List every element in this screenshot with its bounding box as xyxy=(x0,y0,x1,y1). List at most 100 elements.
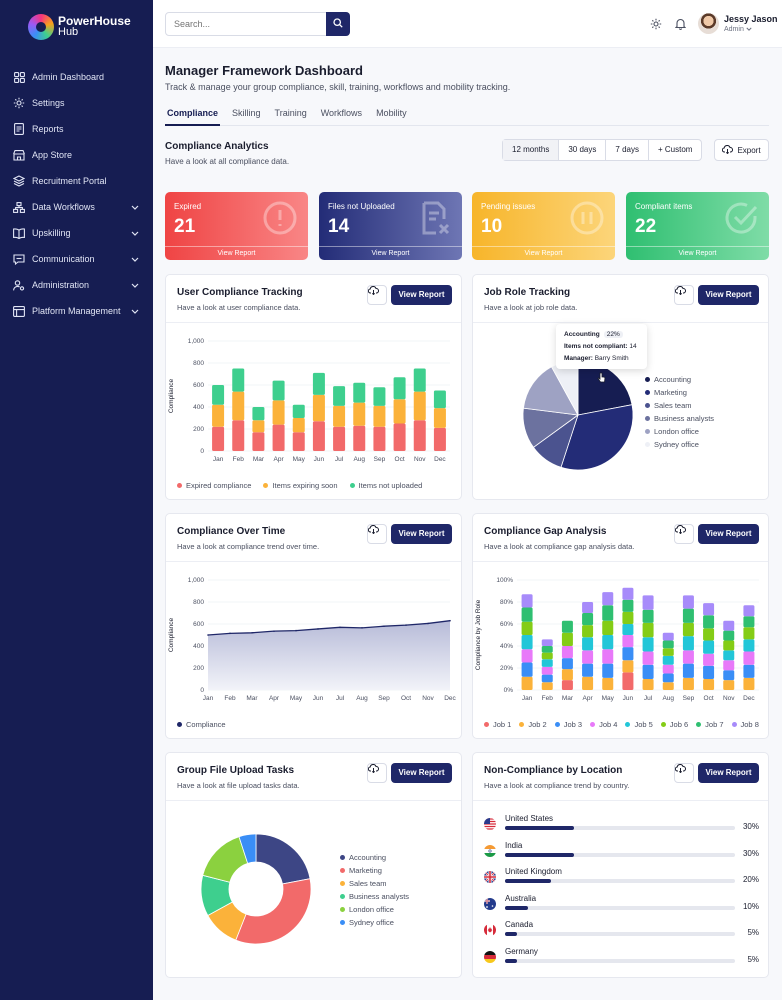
legend-item[interactable]: Sydney office xyxy=(645,438,714,451)
legend-item[interactable]: Marketing xyxy=(340,864,409,877)
range-12-months[interactable]: 12 months xyxy=(503,140,560,160)
download-button[interactable] xyxy=(674,524,694,544)
chevron-down-icon[interactable] xyxy=(131,202,139,212)
legend-item[interactable]: Job 7 xyxy=(696,720,724,729)
x-tick-label: May xyxy=(290,695,303,702)
view-report-link[interactable]: View Report xyxy=(626,246,769,260)
search-button[interactable] xyxy=(326,12,350,36)
grid-icon xyxy=(13,71,25,83)
download-button[interactable] xyxy=(674,763,694,783)
avatar[interactable] xyxy=(698,13,719,34)
legend-item[interactable]: Business analysts xyxy=(645,412,714,425)
card-subtitle: Have a look at file upload tasks data. xyxy=(177,781,300,790)
range-custom[interactable]: + Custom xyxy=(657,145,693,154)
x-tick-label: Feb xyxy=(542,695,554,702)
legend-item[interactable]: London office xyxy=(645,425,714,438)
stat-card-compliant-items: Compliant items 22 View Report xyxy=(626,192,769,260)
data-point xyxy=(405,624,407,626)
view-report-button[interactable]: View Report xyxy=(391,285,452,305)
bell-icon[interactable] xyxy=(673,17,687,31)
search-input[interactable] xyxy=(166,13,316,35)
download-button[interactable] xyxy=(367,285,387,305)
location-row-germany: Germany 5% xyxy=(484,947,759,973)
user-name[interactable]: Jessy Jason xyxy=(724,14,778,24)
legend-swatch xyxy=(519,722,525,727)
legend-swatch xyxy=(340,894,345,899)
chevron-down-icon[interactable] xyxy=(131,254,139,264)
sidebar-item-app-store[interactable]: App Store xyxy=(0,142,153,168)
legend-item[interactable]: Sales team xyxy=(340,877,409,890)
search-icon xyxy=(333,18,343,30)
data-point xyxy=(339,626,341,629)
bar-segment xyxy=(682,595,694,609)
tab-workflows[interactable]: Workflows xyxy=(320,108,363,118)
tab-mobility[interactable]: Mobility xyxy=(376,108,407,118)
legend-item[interactable]: Job 6 xyxy=(660,720,688,729)
topbar: Jessy Jason Admin xyxy=(153,0,782,48)
legend-item[interactable]: Job 1 xyxy=(484,720,511,729)
export-button[interactable]: Export xyxy=(714,139,769,161)
tab-skilling[interactable]: Skilling xyxy=(232,108,261,118)
legend-item[interactable]: Accounting xyxy=(645,373,714,386)
sidebar-item-label: Settings xyxy=(32,98,65,108)
brand-logo[interactable]: PowerHouse Hub xyxy=(28,14,131,40)
sidebar-item-platform-management[interactable]: Platform Management xyxy=(0,298,153,324)
legend-item[interactable]: Items not uploaded xyxy=(349,481,422,490)
page-title: Manager Framework Dashboard xyxy=(165,63,363,78)
sidebar-item-administration[interactable]: Administration xyxy=(0,272,153,298)
view-report-link[interactable]: View Report xyxy=(165,246,308,260)
user-role[interactable]: Admin xyxy=(724,26,752,33)
sidebar-item-admin-dashboard[interactable]: Admin Dashboard xyxy=(0,64,153,90)
chevron-down-icon[interactable] xyxy=(131,306,139,316)
stat-label: Files not Uploaded xyxy=(328,202,395,211)
legend-item[interactable]: Job 5 xyxy=(625,720,653,729)
range-30-days[interactable]: 30 days xyxy=(559,140,607,160)
bar-segment xyxy=(743,616,755,628)
legend-label: Business analysts xyxy=(349,892,410,901)
sidebar-item-settings[interactable]: Settings xyxy=(0,90,153,116)
view-report-link[interactable]: View Report xyxy=(319,246,462,260)
sidebar-item-communication[interactable]: Communication xyxy=(0,246,153,272)
legend-swatch xyxy=(177,722,182,727)
legend-item[interactable]: Job 2 xyxy=(519,720,547,729)
location-row-india: India 30% xyxy=(484,841,759,867)
legend-swatch xyxy=(731,722,737,727)
view-report-button[interactable]: View Report xyxy=(391,763,452,783)
view-report-link[interactable]: View Report xyxy=(472,246,615,260)
legend-item[interactable]: Job 8 xyxy=(731,720,759,729)
settings-gear-icon[interactable] xyxy=(649,17,663,31)
legend-item[interactable]: Marketing xyxy=(645,386,714,399)
legend-label: Sydney office xyxy=(349,918,394,927)
download-button[interactable] xyxy=(674,285,694,305)
tab-training[interactable]: Training xyxy=(274,108,307,118)
sidebar-item-reports[interactable]: Reports xyxy=(0,116,153,142)
x-tick-label: Aug xyxy=(662,695,674,702)
stat-card-pending-issues: Pending issues 10 View Report xyxy=(472,192,615,260)
legend-item[interactable]: Accounting xyxy=(340,851,409,864)
range-7-days[interactable]: 7 days xyxy=(606,140,649,160)
legend-item[interactable]: Business analysts xyxy=(340,890,409,903)
download-button[interactable] xyxy=(367,524,387,544)
legend-item[interactable]: Sydney office xyxy=(340,916,409,929)
chevron-down-icon[interactable] xyxy=(131,228,139,238)
legend-item[interactable]: Job 4 xyxy=(590,720,617,729)
view-report-button[interactable]: View Report xyxy=(391,524,452,544)
y-tick-label: 400 xyxy=(193,643,204,650)
legend-item[interactable]: Items expiring soon xyxy=(263,481,338,490)
legend-item[interactable]: Compliance xyxy=(177,720,226,729)
sidebar-item-upskilling[interactable]: Upskilling xyxy=(0,220,153,246)
legend-item[interactable]: Expired compliance xyxy=(177,481,251,490)
legend-item[interactable]: London office xyxy=(340,903,409,916)
chevron-down-icon[interactable] xyxy=(131,280,139,290)
download-button[interactable] xyxy=(367,763,387,783)
tooltip-role: Accounting xyxy=(564,331,600,338)
legend-item[interactable]: Sales team xyxy=(645,399,714,412)
sidebar-item-recruitment-portal[interactable]: Recruitment Portal xyxy=(0,168,153,194)
legend-item[interactable]: Job 3 xyxy=(554,720,582,729)
view-report-button[interactable]: View Report xyxy=(698,763,759,783)
tab-compliance[interactable]: Compliance xyxy=(165,104,221,126)
view-report-button[interactable]: View Report xyxy=(698,524,759,544)
x-tick-label: Sep xyxy=(374,456,386,463)
view-report-button[interactable]: View Report xyxy=(698,285,759,305)
sidebar-item-data-workflows[interactable]: Data Workflows xyxy=(0,194,153,220)
